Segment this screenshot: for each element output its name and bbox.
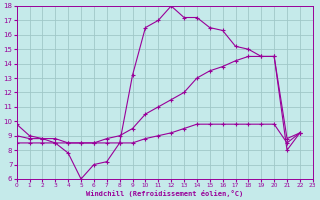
- X-axis label: Windchill (Refroidissement éolien,°C): Windchill (Refroidissement éolien,°C): [86, 190, 243, 197]
